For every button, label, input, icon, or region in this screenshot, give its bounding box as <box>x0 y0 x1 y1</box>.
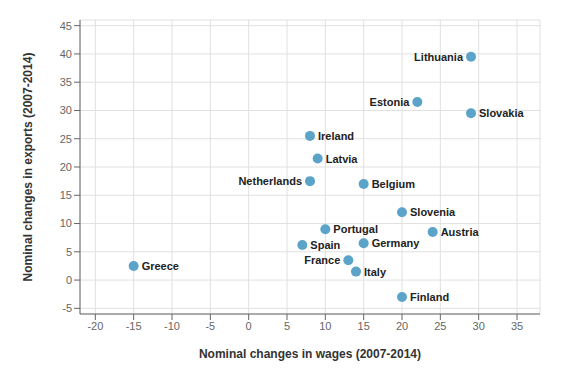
svg-text:France: France <box>304 254 340 266</box>
svg-text:10: 10 <box>319 320 331 332</box>
svg-text:-20: -20 <box>87 320 103 332</box>
svg-text:Portugal: Portugal <box>333 223 378 235</box>
svg-text:15: 15 <box>60 189 72 201</box>
svg-text:-5: -5 <box>62 302 72 314</box>
svg-text:5: 5 <box>66 246 72 258</box>
svg-text:30: 30 <box>60 104 72 116</box>
svg-text:-5: -5 <box>205 320 215 332</box>
svg-text:15: 15 <box>358 320 370 332</box>
svg-text:Latvia: Latvia <box>326 153 359 165</box>
svg-text:Ireland: Ireland <box>318 130 354 142</box>
svg-text:Slovakia: Slovakia <box>479 107 525 119</box>
svg-text:Estonia: Estonia <box>370 96 411 108</box>
svg-text:-15: -15 <box>126 320 142 332</box>
svg-text:Netherlands: Netherlands <box>238 175 302 187</box>
svg-text:Lithuania: Lithuania <box>414 51 464 63</box>
svg-text:Belgium: Belgium <box>372 178 416 190</box>
svg-text:40: 40 <box>60 48 72 60</box>
svg-text:35: 35 <box>511 320 523 332</box>
svg-text:Greece: Greece <box>142 260 179 272</box>
svg-text:20: 20 <box>60 161 72 173</box>
svg-text:Nominal changes in wages (2007: Nominal changes in wages (2007-2014) <box>199 347 421 361</box>
svg-text:5: 5 <box>284 320 290 332</box>
svg-text:Italy: Italy <box>364 266 387 278</box>
svg-text:-10: -10 <box>164 320 180 332</box>
svg-text:0: 0 <box>66 274 72 286</box>
svg-text:30: 30 <box>473 320 485 332</box>
svg-text:35: 35 <box>60 76 72 88</box>
svg-text:10: 10 <box>60 217 72 229</box>
svg-text:Austria: Austria <box>441 226 480 238</box>
svg-text:20: 20 <box>396 320 408 332</box>
svg-text:25: 25 <box>60 133 72 145</box>
svg-text:25: 25 <box>434 320 446 332</box>
svg-text:Spain: Spain <box>310 239 340 251</box>
svg-text:45: 45 <box>60 20 72 32</box>
svg-text:Germany: Germany <box>372 237 421 249</box>
svg-text:Nominal changes in exports (20: Nominal changes in exports (2007-2014) <box>21 53 35 282</box>
svg-text:0: 0 <box>246 320 252 332</box>
svg-text:Slovenia: Slovenia <box>410 206 456 218</box>
svg-text:Finland: Finland <box>410 291 449 303</box>
